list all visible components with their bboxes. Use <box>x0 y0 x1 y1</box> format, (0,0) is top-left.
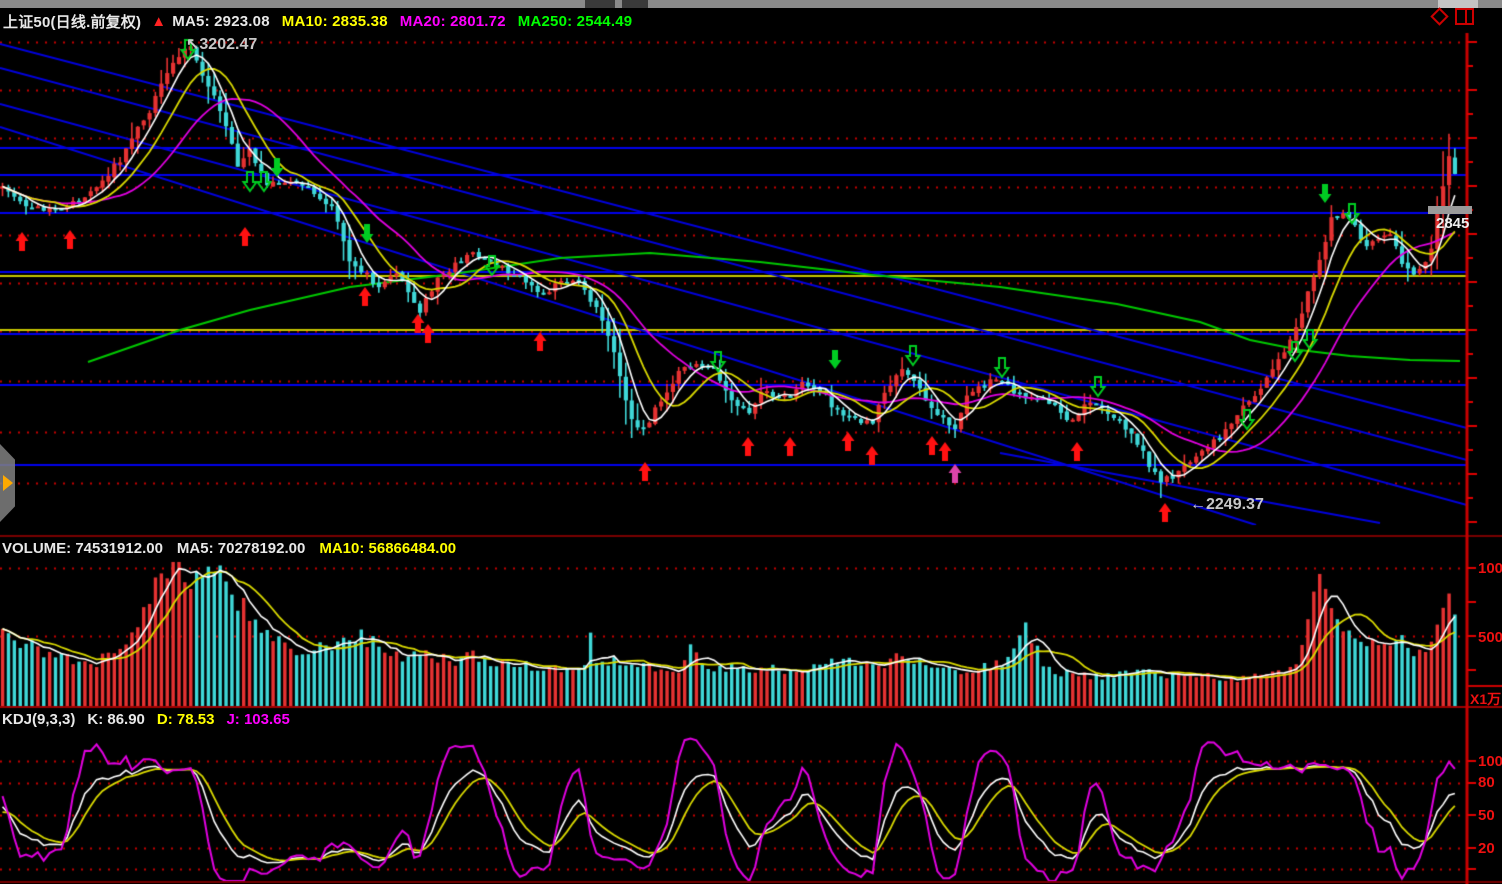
volume-ma10-value: MA10: 56866484.00 <box>319 539 457 557</box>
volume-ma5-value: MA5: 70278192.00 <box>176 539 306 557</box>
last-price-label: 2845 <box>1436 215 1470 232</box>
ma10-value: MA10: 2835.38 <box>281 12 388 30</box>
top-strip-notch <box>622 0 648 8</box>
top-strip-notch <box>585 0 615 8</box>
window-top-strip <box>0 0 1502 8</box>
kdj-axis-tick-label: 20 <box>1478 840 1495 857</box>
volume-axis-tick-label: 5000 <box>1478 629 1502 646</box>
kdj-axis-tick-label: 100 <box>1478 753 1502 770</box>
play-right-icon <box>3 475 13 491</box>
kdj-axis-tick-label: 80 <box>1478 774 1495 791</box>
kdj-title[interactable]: KDJ(9,3,3) <box>2 710 76 728</box>
volume-value: VOLUME: 74531912.00 <box>2 539 163 557</box>
last-price-tag-bar <box>1428 206 1472 214</box>
ma5-value: MA5: 2923.08 <box>172 12 270 30</box>
kdj-k-value: K: 86.90 <box>87 710 145 728</box>
low-price-label: ←2249.37 <box>1190 496 1264 513</box>
up-arrow-icon: ▲ <box>151 12 167 30</box>
ma250-value: MA250: 2544.49 <box>517 12 633 30</box>
split-window-divider <box>1465 10 1467 23</box>
left-edge-nav-button[interactable] <box>0 444 15 522</box>
volume-panel-header: VOLUME: 74531912.00 MA5: 70278192.00 MA1… <box>2 538 470 558</box>
kdj-panel-header: KDJ(9,3,3) K: 86.90 D: 78.53 J: 103.65 <box>2 709 302 729</box>
ma20-value: MA20: 2801.72 <box>399 12 506 30</box>
split-window-icon[interactable] <box>1455 8 1474 25</box>
volume-unit-label: X1万 <box>1470 691 1502 707</box>
kdj-j-value: J: 103.65 <box>226 710 290 728</box>
peak-price-label: ↖3202.47 <box>186 36 258 53</box>
kdj-axis-tick-label: 50 <box>1478 807 1495 824</box>
instrument-title[interactable]: 上证50(日线.前复权) <box>3 13 142 31</box>
scrollbar-thumb[interactable] <box>1438 0 1478 8</box>
volume-axis-tick-label: 10000 <box>1478 560 1502 577</box>
chart-header: 上证50(日线.前复权) ▲ MA5: 2923.08 MA10: 2835.3… <box>0 8 1502 34</box>
kdj-d-value: D: 78.53 <box>156 710 215 728</box>
